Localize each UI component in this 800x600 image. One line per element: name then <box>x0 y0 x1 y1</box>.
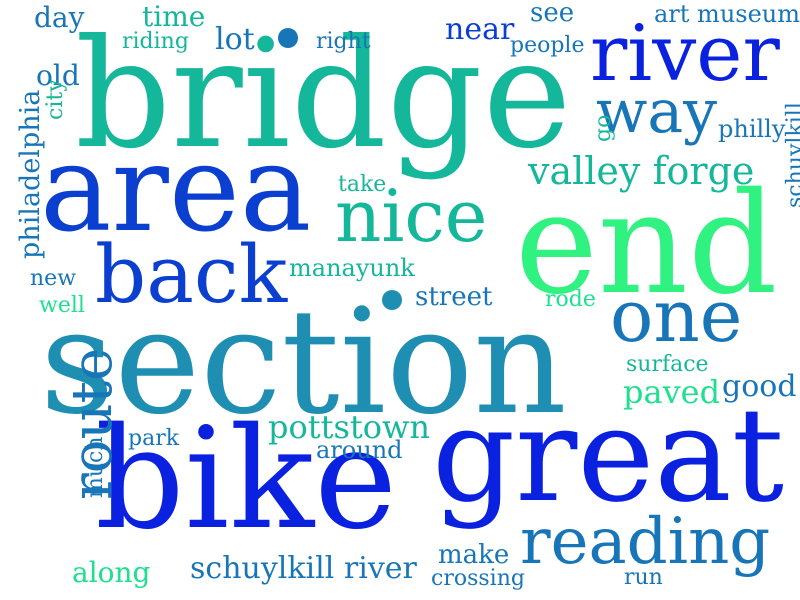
word-right: right <box>316 29 371 54</box>
word-good: good <box>722 369 797 404</box>
word-one: one <box>610 274 743 358</box>
word-take: take <box>338 172 387 197</box>
word-crossing: crossing <box>431 566 525 591</box>
word-much: much <box>83 436 108 498</box>
word-see: see <box>530 0 575 28</box>
word-time: time <box>142 0 206 33</box>
word-valley-forge: valley forge <box>528 149 755 193</box>
word-near: near <box>445 12 515 47</box>
word-manayunk: manayunk <box>289 254 415 282</box>
word-bike: bike <box>95 398 398 561</box>
word-river: river <box>590 9 780 99</box>
word-well: well <box>39 293 85 318</box>
word-rode: rode <box>545 287 596 312</box>
decorative-dot <box>382 290 402 310</box>
word-philadelphia: philadelphia <box>15 89 46 259</box>
word-go: go <box>591 114 616 142</box>
word-art-museum: art museum <box>654 0 800 28</box>
word-riding: riding <box>122 29 189 54</box>
word-great: great <box>432 379 785 531</box>
word-way: way <box>596 77 718 147</box>
word-run: run <box>624 565 663 590</box>
word-end: end <box>515 163 778 326</box>
word-make: make <box>438 540 510 570</box>
word-nice: nice <box>335 174 488 258</box>
word-around: around <box>316 436 403 464</box>
word-lot: lot <box>215 22 255 57</box>
word-section: section <box>40 278 567 447</box>
word-reading: reading <box>520 505 771 579</box>
word-philly: philly <box>718 115 786 143</box>
word-pottstown: pottstown <box>268 408 431 446</box>
decorative-dot <box>278 28 298 48</box>
word-new: new <box>30 266 77 291</box>
word-park: park <box>128 426 180 451</box>
word-surface: surface <box>626 352 709 377</box>
word-day: day <box>34 1 85 34</box>
word-along: along <box>72 556 151 589</box>
word-street: street <box>415 282 493 312</box>
word-area: area <box>40 120 312 259</box>
word-people: people <box>510 33 585 58</box>
word-schuylkill-river: schuylkill river <box>190 551 417 586</box>
word-city: city <box>43 79 68 120</box>
word-paved: paved <box>623 373 721 411</box>
word-schuylkill: schuylkill <box>783 102 800 208</box>
word-old: old <box>36 59 80 92</box>
word-back: back <box>95 228 288 321</box>
word-bridge: bridge <box>75 8 572 182</box>
